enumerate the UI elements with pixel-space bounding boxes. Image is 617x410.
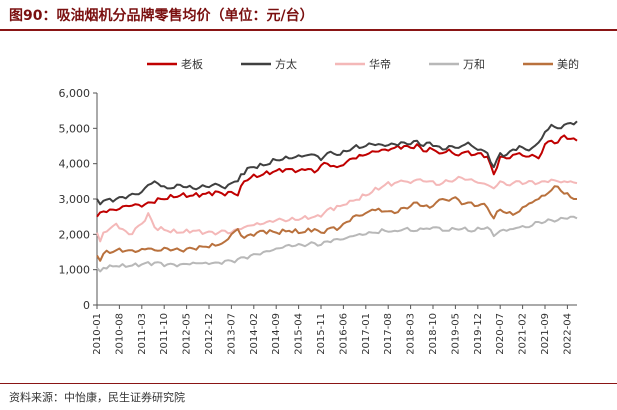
series-line-5 [96,185,577,262]
x-tick-label: 2010-08 [114,313,125,355]
x-tick-label: 2012-12 [204,313,215,355]
x-tick-label: 2014-02 [249,313,260,355]
x-tick-label: 2014-09 [271,313,282,355]
legend-label-3: 华帝 [369,57,391,71]
x-tick-label: 2010-01 [92,313,103,355]
legend-label-4: 万和 [463,58,485,71]
y-tick-label: 3,000 [59,193,91,206]
x-tick-label: 2011-03 [137,313,148,355]
x-tick-label: 2011-10 [159,313,170,355]
source-note: 资料来源：中怡康，民生证券研究院 [9,391,185,404]
x-tick-label: 2021-09 [540,313,551,355]
x-tick-label: 2016-06 [338,313,349,355]
series-line-4 [96,215,578,273]
x-tick-label: 2015-11 [316,313,327,355]
legend-label-1: 老板 [181,57,203,71]
x-tick-label: 2012-05 [182,313,193,355]
title-bar: 图90：吸油烟机分品牌零售均价（单位：元/台） [0,0,617,31]
series-line-2 [96,120,578,206]
x-tick-label: 2015-04 [294,313,305,355]
y-axis: 0 1,000 2,000 3,000 4,000 5,000 6,000 [59,87,98,312]
x-tick-label: 2018-10 [428,313,439,355]
legend-label-5: 美的 [557,57,579,71]
legend-label-2: 方太 [275,57,297,71]
y-tick-label: 0 [83,299,90,312]
y-tick-label: 1,000 [59,264,91,277]
y-tick-label: 4,000 [59,158,91,171]
x-tick-label: 2019-05 [450,313,461,355]
x-tick-label: 2020-07 [495,313,506,355]
y-tick-label: 2,000 [59,228,91,241]
series-line-1 [96,134,578,218]
x-tick-label: 2021-02 [518,313,529,355]
title-divider [0,29,617,31]
series-line-3 [96,175,578,243]
legend: 老板 方太 华帝 万和 美的 [147,57,579,71]
x-tick-label: 2017-01 [361,313,372,355]
line-chart: 老板 方太 华帝 万和 美的 0 1,000 2,000 3,000 4,000 5,000 6,0… [59,57,580,355]
y-tick-label: 6,000 [59,87,91,100]
plot-area [96,120,578,273]
x-axis: 2010-01 2010-08 2011-03 2011-10 2012-05 2012-… [92,304,577,355]
x-tick-label: 2022-04 [562,313,573,355]
x-tick-label: 2013-07 [226,313,237,355]
y-tick-label: 5,000 [59,122,91,135]
x-tick-label: 2019-12 [473,313,484,355]
x-tick-label: 2017-08 [383,313,394,355]
footer-divider [0,383,617,384]
chart-title: 图90：吸油烟机分品牌零售均价（单位：元/台） [9,8,314,24]
x-tick-label: 2018-03 [406,313,417,355]
